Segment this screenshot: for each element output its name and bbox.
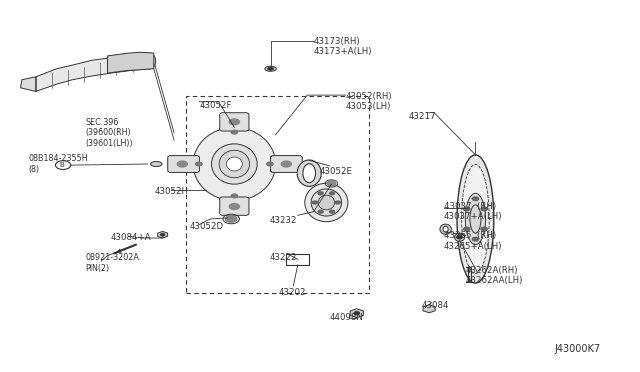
Circle shape	[177, 161, 188, 167]
Ellipse shape	[470, 205, 481, 233]
Text: 43222: 43222	[269, 253, 297, 262]
Text: 08B184-2355H
(8): 08B184-2355H (8)	[28, 154, 88, 174]
Circle shape	[463, 207, 470, 211]
Text: 43084: 43084	[422, 301, 449, 310]
Ellipse shape	[465, 193, 486, 245]
FancyBboxPatch shape	[271, 155, 302, 173]
Ellipse shape	[268, 67, 274, 70]
Ellipse shape	[297, 160, 321, 186]
Ellipse shape	[305, 183, 348, 222]
Circle shape	[231, 194, 237, 198]
Circle shape	[269, 68, 273, 70]
Ellipse shape	[150, 161, 162, 167]
Ellipse shape	[440, 224, 451, 234]
Circle shape	[481, 207, 488, 211]
Ellipse shape	[265, 66, 276, 71]
Circle shape	[229, 203, 239, 209]
Text: 43173(RH)
43173+A(LH): 43173(RH) 43173+A(LH)	[314, 37, 372, 57]
Text: 43232: 43232	[269, 216, 297, 225]
Ellipse shape	[211, 144, 257, 184]
Circle shape	[481, 227, 488, 231]
Ellipse shape	[303, 164, 316, 183]
Polygon shape	[36, 53, 148, 92]
Text: B: B	[60, 162, 64, 168]
Circle shape	[330, 210, 335, 213]
Text: 43084+A: 43084+A	[111, 233, 151, 242]
Text: 44098N: 44098N	[330, 314, 364, 323]
Ellipse shape	[311, 189, 342, 216]
Text: 43262A(RH)
43262AA(LH): 43262A(RH) 43262AA(LH)	[466, 266, 524, 285]
Text: J43000K7: J43000K7	[555, 344, 601, 354]
Ellipse shape	[461, 164, 489, 273]
Ellipse shape	[454, 233, 465, 241]
Text: 43052(RH)
43053(LH): 43052(RH) 43053(LH)	[346, 92, 392, 112]
Ellipse shape	[457, 155, 494, 283]
Ellipse shape	[193, 127, 276, 201]
Circle shape	[161, 234, 164, 236]
Text: 43052E: 43052E	[320, 167, 353, 176]
Polygon shape	[20, 77, 36, 92]
FancyBboxPatch shape	[220, 197, 249, 215]
Text: 43052H: 43052H	[155, 187, 189, 196]
Circle shape	[225, 216, 237, 222]
Ellipse shape	[219, 150, 250, 178]
Text: SEC.396
(39600(RH)
(39601(LH)): SEC.396 (39600(RH) (39601(LH))	[85, 118, 133, 148]
Circle shape	[355, 312, 359, 315]
Circle shape	[472, 197, 479, 201]
Text: 43052F: 43052F	[200, 101, 232, 110]
Circle shape	[318, 192, 323, 195]
Circle shape	[327, 181, 336, 186]
Circle shape	[457, 236, 462, 239]
Circle shape	[335, 201, 340, 204]
Circle shape	[463, 227, 470, 231]
Text: 43052D: 43052D	[190, 222, 224, 231]
Circle shape	[229, 119, 239, 125]
Circle shape	[472, 237, 479, 241]
Polygon shape	[108, 52, 154, 73]
Text: 43202: 43202	[279, 288, 307, 297]
Circle shape	[330, 192, 335, 195]
Text: 43217: 43217	[409, 112, 436, 121]
Bar	[286, 254, 309, 265]
Ellipse shape	[318, 195, 335, 210]
Text: 43037  (RH)
43037+A(LH): 43037 (RH) 43037+A(LH)	[444, 202, 502, 221]
Ellipse shape	[144, 53, 156, 69]
FancyBboxPatch shape	[220, 113, 249, 131]
Bar	[186, 96, 369, 294]
Circle shape	[196, 162, 202, 166]
Ellipse shape	[443, 226, 448, 232]
Circle shape	[318, 210, 323, 213]
Circle shape	[231, 130, 237, 134]
Circle shape	[312, 201, 317, 204]
Ellipse shape	[227, 157, 243, 171]
Text: 08921-3202A
PIN(2): 08921-3202A PIN(2)	[85, 253, 139, 273]
Circle shape	[267, 162, 273, 166]
FancyBboxPatch shape	[168, 155, 200, 173]
Circle shape	[282, 161, 291, 167]
Text: 43265  (RH)
43265+A(LH): 43265 (RH) 43265+A(LH)	[444, 231, 502, 251]
